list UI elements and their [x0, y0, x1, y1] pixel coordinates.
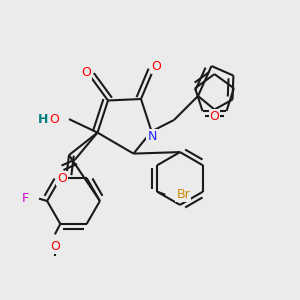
Text: N: N — [147, 130, 157, 143]
Text: Br: Br — [176, 188, 190, 201]
Text: O: O — [210, 110, 219, 123]
Text: O: O — [81, 66, 91, 79]
Text: O: O — [50, 241, 60, 254]
Text: H: H — [38, 112, 49, 126]
Text: O: O — [152, 60, 161, 74]
Text: O: O — [50, 112, 59, 126]
Text: F: F — [22, 192, 29, 205]
Text: O: O — [57, 172, 67, 185]
